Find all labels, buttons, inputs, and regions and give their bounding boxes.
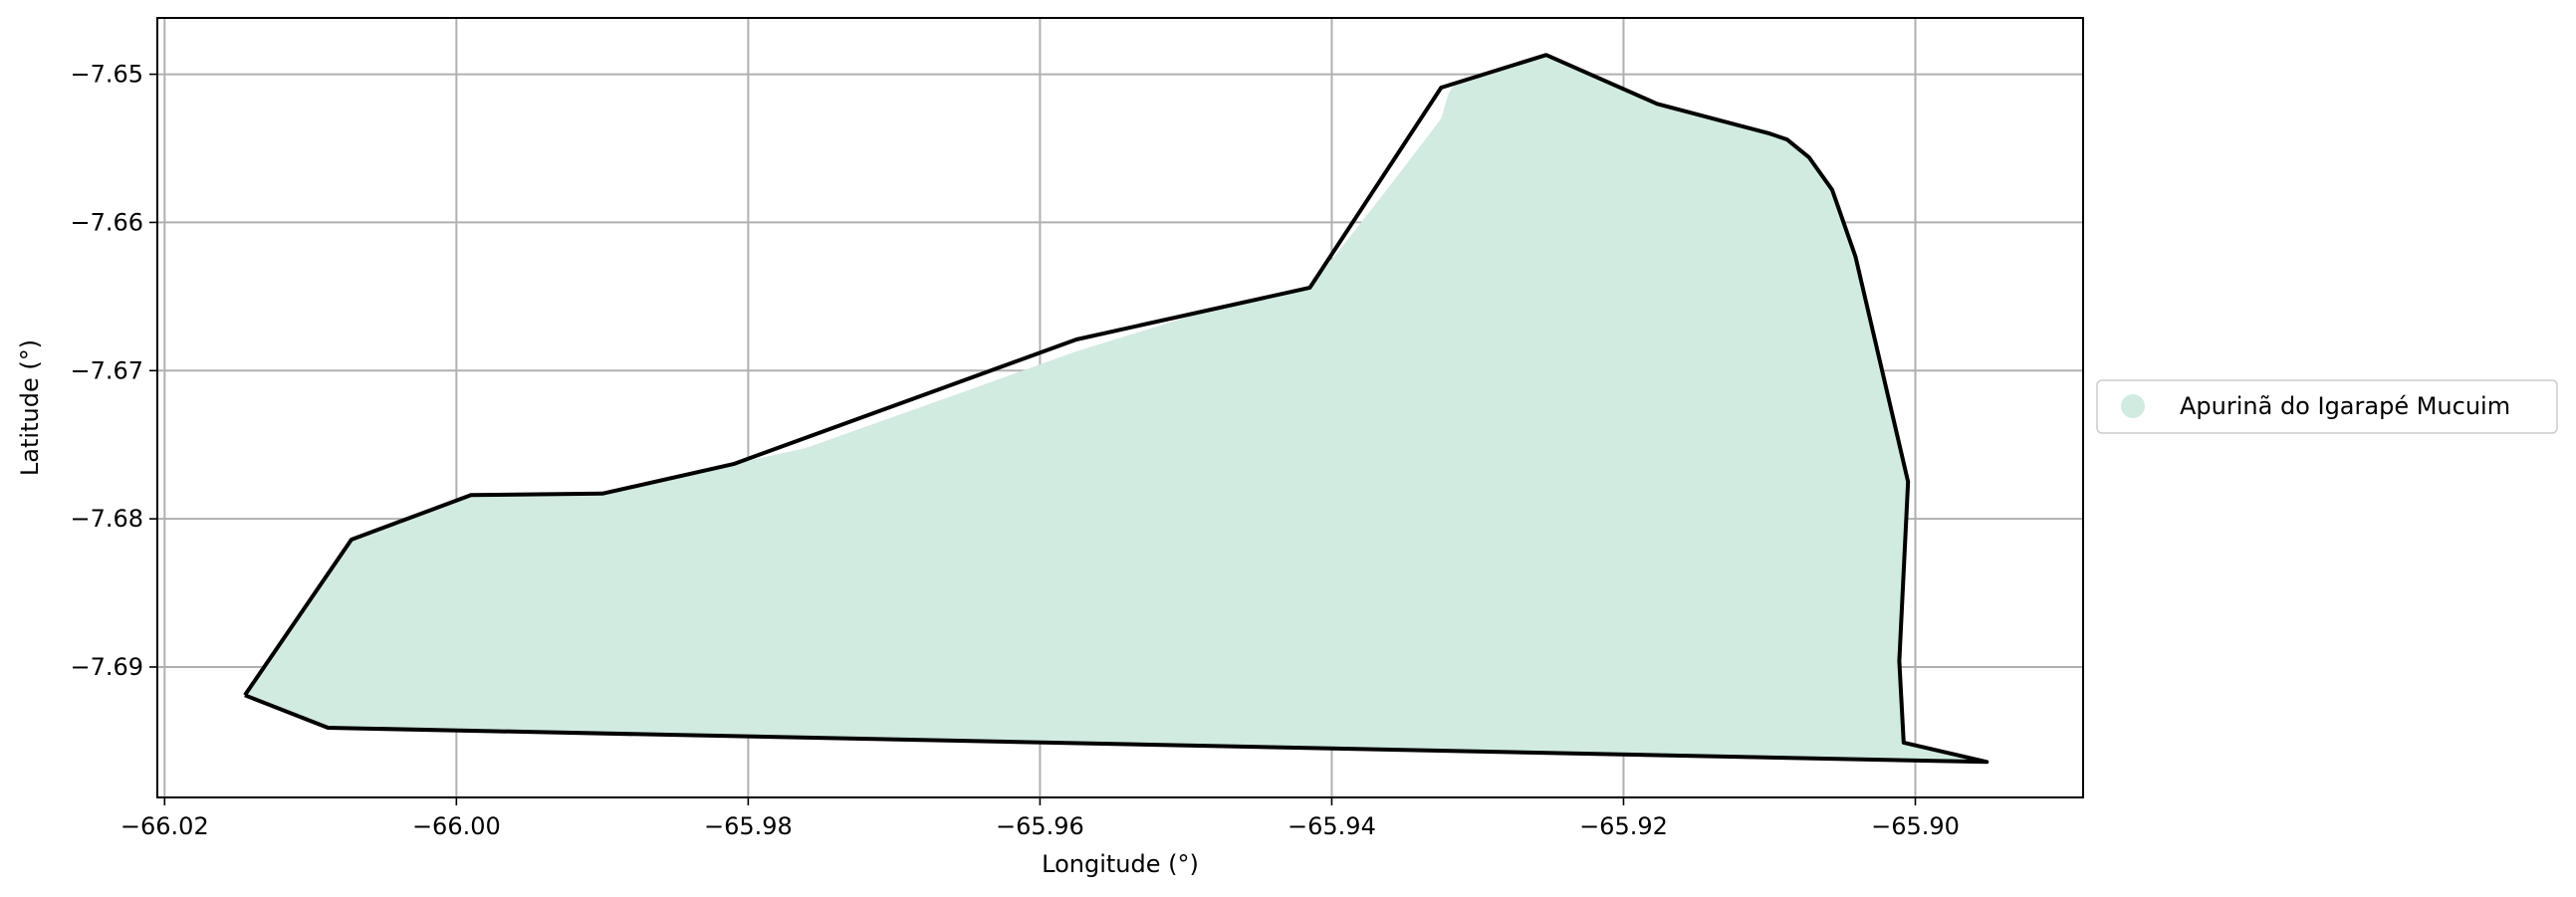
x-axis-label: Longitude (°) bbox=[1042, 850, 1199, 878]
x-tick-label: −66.00 bbox=[412, 812, 501, 840]
y-tick-label: −7.67 bbox=[70, 356, 143, 384]
territory-fill-layer bbox=[244, 55, 1988, 763]
territory-boundary bbox=[243, 53, 1990, 765]
y-tick-label: −7.65 bbox=[70, 61, 143, 89]
plot-frame bbox=[156, 17, 2084, 798]
x-tick-label: −65.92 bbox=[1579, 812, 1668, 840]
y-tick-label: −7.66 bbox=[70, 208, 143, 236]
x-tick-label: −65.98 bbox=[704, 812, 793, 840]
territory-fill bbox=[244, 55, 1988, 763]
territory-boundary-layer bbox=[243, 53, 1990, 765]
legend: Apurinã do Igarapé Mucuim bbox=[2096, 379, 2558, 434]
legend-label: Apurinã do Igarapé Mucuim bbox=[2180, 392, 2510, 420]
y-axis-label: Latitude (°) bbox=[16, 339, 44, 476]
y-axis-ticks: −7.65 −7.66 −7.67 −7.68 −7.69 bbox=[70, 61, 157, 681]
x-tick-label: −66.02 bbox=[120, 812, 209, 840]
legend-marker bbox=[2121, 394, 2145, 418]
y-tick-label: −7.68 bbox=[70, 505, 143, 533]
x-axis-ticks: −66.02 −66.00 −65.98 −65.96 −65.94 −65.92 −65.… bbox=[120, 797, 1960, 840]
x-tick-label: −65.90 bbox=[1871, 812, 1960, 840]
x-tick-label: −65.96 bbox=[996, 812, 1084, 840]
legend-box bbox=[2096, 379, 2558, 434]
y-tick-label: −7.69 bbox=[70, 653, 143, 681]
x-tick-label: −65.94 bbox=[1288, 812, 1376, 840]
